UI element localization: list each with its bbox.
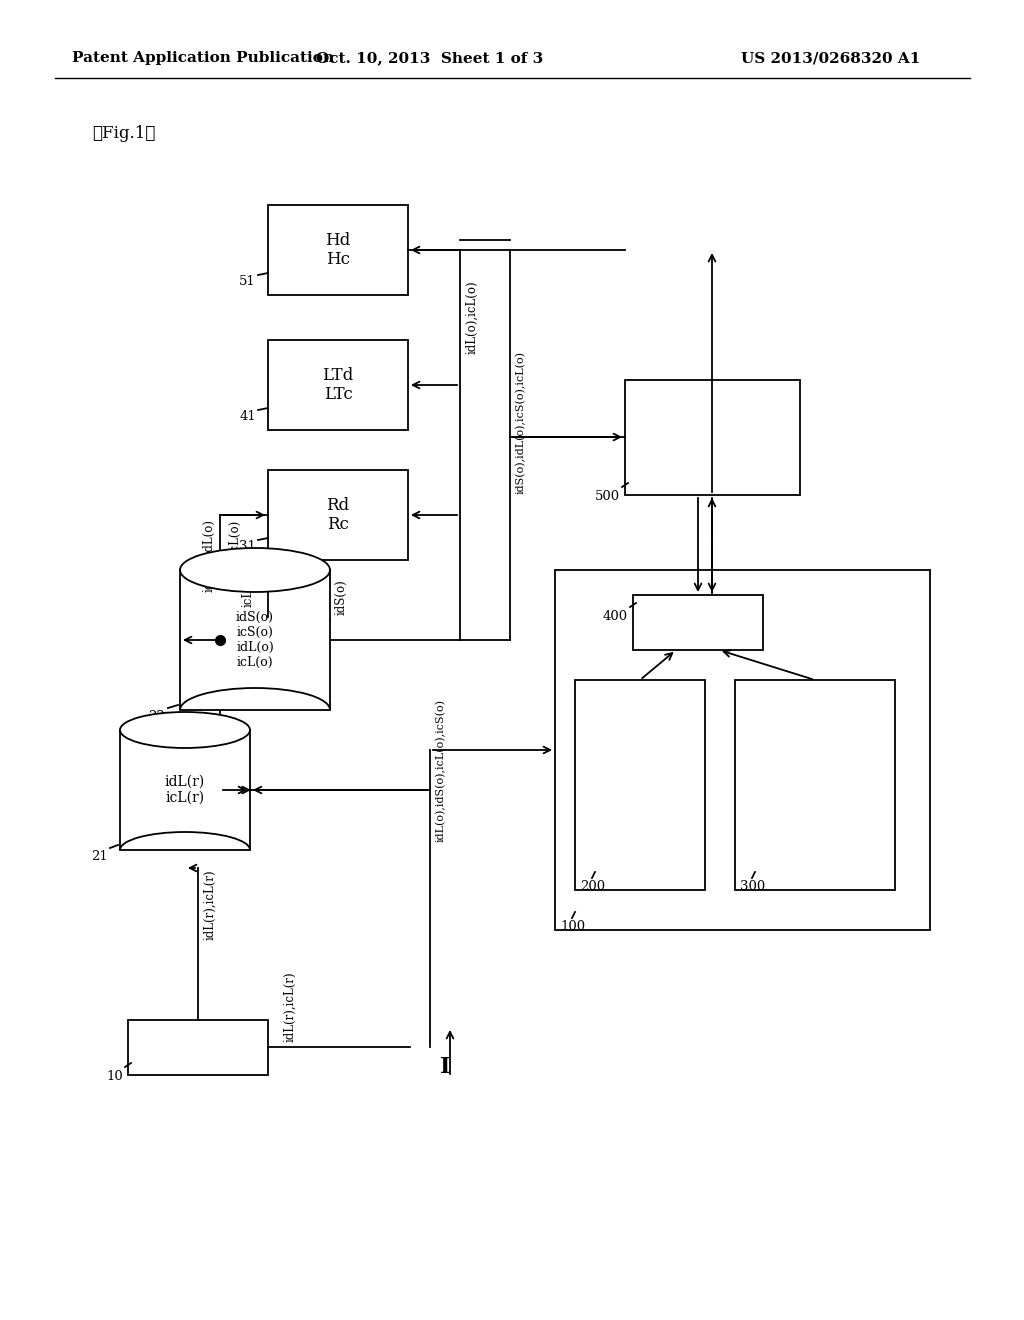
Text: Oct. 10, 2013  Sheet 1 of 3: Oct. 10, 2013 Sheet 1 of 3 <box>316 51 544 65</box>
Bar <box>735 680 895 890</box>
Bar <box>120 730 250 850</box>
Bar <box>180 570 330 710</box>
Bar <box>268 470 408 560</box>
Text: Rd
Rc: Rd Rc <box>327 496 349 533</box>
Text: icL(o): icL(o) <box>242 573 255 607</box>
Text: idL(r)
icL(r): idL(r) icL(r) <box>165 775 205 805</box>
Text: 500: 500 <box>595 490 620 503</box>
Bar <box>575 680 705 890</box>
Bar <box>128 1020 268 1074</box>
Text: I: I <box>440 1056 451 1078</box>
Text: US 2013/0268320 A1: US 2013/0268320 A1 <box>740 51 920 65</box>
Text: 100: 100 <box>560 920 585 933</box>
Text: idL(o),idS(o),icL(o),icS(o): idL(o),idS(o),icL(o),icS(o) <box>435 698 445 842</box>
Text: idL(r),icL(r): idL(r),icL(r) <box>283 972 296 1041</box>
Text: Hd
Hc: Hd Hc <box>326 232 350 268</box>
Text: 22: 22 <box>148 710 165 723</box>
Text: idS(o),idL(o),icS(o),icL(o): idS(o),idL(o),icS(o),icL(o) <box>515 351 525 494</box>
Bar <box>625 380 800 495</box>
Text: 【Fig.1】: 【Fig.1】 <box>92 125 156 143</box>
Ellipse shape <box>180 548 330 591</box>
Bar <box>555 570 930 931</box>
Text: 400: 400 <box>603 610 628 623</box>
Text: idL(o),icL(o): idL(o),icL(o) <box>465 280 478 354</box>
Text: LTd
LTc: LTd LTc <box>323 367 353 404</box>
Ellipse shape <box>120 711 250 748</box>
Text: idS(o): idS(o) <box>335 579 348 615</box>
Bar <box>633 595 763 649</box>
Text: idL(r),icL(r): idL(r),icL(r) <box>203 870 216 940</box>
Text: 10: 10 <box>106 1071 123 1082</box>
Text: 200: 200 <box>580 880 605 894</box>
Text: Patent Application Publication: Patent Application Publication <box>72 51 334 65</box>
Text: idS(o)
icS(o)
idL(o)
icL(o): idS(o) icS(o) idL(o) icL(o) <box>236 611 274 669</box>
Bar <box>268 341 408 430</box>
Text: 31: 31 <box>240 540 256 553</box>
Text: 51: 51 <box>240 275 256 288</box>
Text: idL(r),idL(o): idL(r),idL(o) <box>202 519 215 591</box>
Text: 41: 41 <box>240 411 256 422</box>
Text: icL(r),icL(o): icL(r),icL(o) <box>228 519 241 590</box>
Text: 300: 300 <box>740 880 765 894</box>
Text: 21: 21 <box>91 850 108 863</box>
Bar <box>268 205 408 294</box>
